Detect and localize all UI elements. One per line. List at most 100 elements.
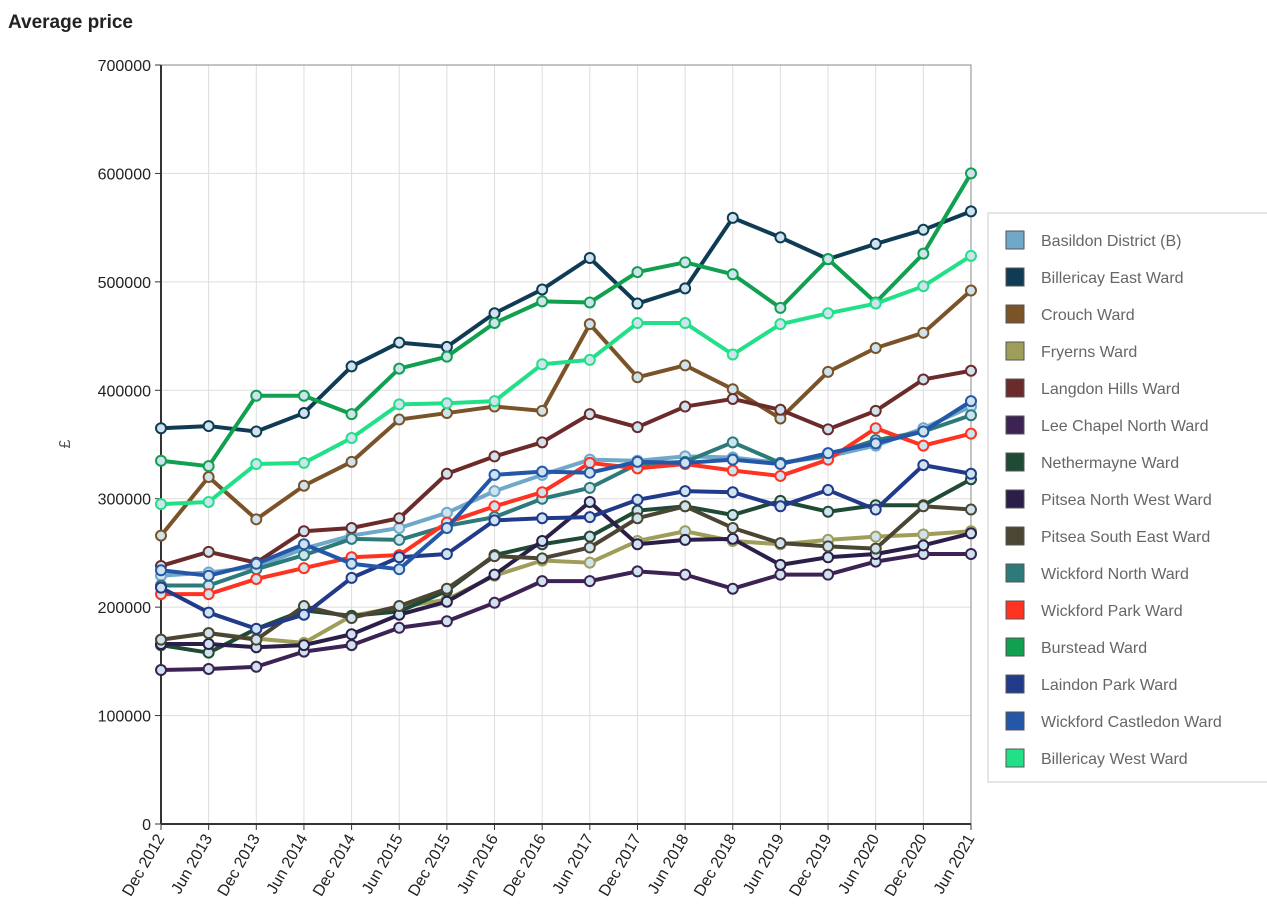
data-point <box>536 535 549 548</box>
legend-swatch[interactable] <box>1005 452 1025 472</box>
legend-label[interactable]: Nethermayne Ward <box>1041 455 1179 472</box>
data-point <box>155 529 167 542</box>
data-point <box>917 500 930 513</box>
data-point <box>393 413 406 426</box>
data-point <box>631 538 644 551</box>
legend-label[interactable]: Basildon District (B) <box>1041 233 1181 250</box>
data-point <box>393 563 406 576</box>
data-point <box>345 571 358 584</box>
series-line <box>160 254 973 507</box>
data-point <box>393 521 406 534</box>
data-point <box>631 297 644 310</box>
data-point <box>345 532 358 545</box>
x-tick-label: Dec 2012 <box>119 831 168 899</box>
data-point <box>965 503 977 516</box>
data-point <box>774 318 787 331</box>
data-point <box>393 551 406 564</box>
data-point <box>488 468 501 481</box>
data-point <box>869 297 882 310</box>
data-point <box>440 582 453 595</box>
legend-label[interactable]: Langdon Hills Ward <box>1041 381 1180 398</box>
y-tick-label: 0 <box>142 817 151 834</box>
data-point <box>917 459 930 472</box>
data-point <box>440 521 453 534</box>
data-point <box>726 453 739 466</box>
data-point <box>774 469 787 482</box>
data-point <box>726 532 739 545</box>
series-line <box>160 504 972 642</box>
legend-swatch[interactable] <box>1005 378 1025 398</box>
y-tick-label: 200000 <box>98 600 151 617</box>
legend-swatch[interactable] <box>1005 674 1025 694</box>
legend-swatch[interactable] <box>1005 563 1025 583</box>
x-tick-label: Dec 2017 <box>596 831 645 899</box>
data-point <box>536 436 549 449</box>
legend-label[interactable]: Fryerns Ward <box>1041 344 1137 361</box>
data-point <box>488 450 501 463</box>
series-line <box>160 209 972 434</box>
data-point <box>726 211 739 224</box>
legend-swatch[interactable] <box>1005 230 1025 250</box>
data-point <box>536 575 549 588</box>
data-point <box>583 252 596 265</box>
data-point <box>822 540 835 553</box>
x-tick-label: Dec 2013 <box>215 831 264 899</box>
data-point <box>155 498 167 511</box>
data-point <box>536 404 549 417</box>
legend-swatch[interactable] <box>1005 600 1025 620</box>
data-point <box>393 600 406 613</box>
data-point <box>631 565 644 578</box>
data-point <box>822 447 835 460</box>
legend-swatch[interactable] <box>1005 526 1025 546</box>
data-point <box>679 400 692 413</box>
data-point <box>869 237 882 250</box>
data-point <box>536 358 549 371</box>
legend-label[interactable]: Crouch Ward <box>1041 307 1135 324</box>
data-point <box>631 317 644 330</box>
data-point <box>345 431 358 444</box>
data-point <box>679 485 692 498</box>
data-point <box>202 545 215 558</box>
data-point <box>536 512 549 525</box>
legend-label[interactable]: Laindon Park Ward <box>1041 677 1177 694</box>
data-point <box>155 664 167 677</box>
data-point <box>631 266 644 279</box>
legend-label[interactable]: Pitsea South East Ward <box>1041 529 1210 546</box>
legend-label[interactable]: Lee Chapel North Ward <box>1041 418 1209 435</box>
legend-label[interactable]: Billericay East Ward <box>1041 270 1184 287</box>
legend-label[interactable]: Burstead Ward <box>1041 640 1147 657</box>
legend-swatch[interactable] <box>1005 489 1025 509</box>
legend-swatch[interactable] <box>1005 637 1025 657</box>
legend-label[interactable]: Pitsea North West Ward <box>1041 492 1212 509</box>
data-point <box>822 505 835 518</box>
data-point <box>583 556 596 569</box>
legend-swatch[interactable] <box>1005 415 1025 435</box>
data-point <box>488 568 501 581</box>
data-point <box>726 464 739 477</box>
legend-swatch[interactable] <box>1005 748 1025 768</box>
legend-swatch[interactable] <box>1005 711 1025 731</box>
data-point <box>155 581 167 594</box>
data-point <box>726 486 739 499</box>
legend-label[interactable]: Wickford Castledon Ward <box>1041 714 1222 731</box>
legend-label[interactable]: Wickford North Ward <box>1041 566 1189 583</box>
data-point <box>965 364 977 377</box>
legend-swatch[interactable] <box>1005 341 1025 361</box>
legend-label[interactable]: Billericay West Ward <box>1041 751 1188 768</box>
data-point <box>869 437 882 450</box>
data-point <box>631 493 644 506</box>
data-point <box>583 408 596 421</box>
data-point <box>631 421 644 434</box>
x-tick-label: Jun 2020 <box>836 831 884 897</box>
data-point <box>869 404 882 417</box>
series-line <box>160 399 973 578</box>
data-point <box>965 205 977 218</box>
data-point <box>345 360 358 373</box>
legend-swatch[interactable] <box>1005 267 1025 287</box>
series-line <box>160 404 972 578</box>
data-point <box>488 317 501 330</box>
data-point <box>202 627 215 640</box>
data-point <box>393 621 406 634</box>
legend-label[interactable]: Wickford Park Ward <box>1041 603 1183 620</box>
legend-swatch[interactable] <box>1005 304 1025 324</box>
